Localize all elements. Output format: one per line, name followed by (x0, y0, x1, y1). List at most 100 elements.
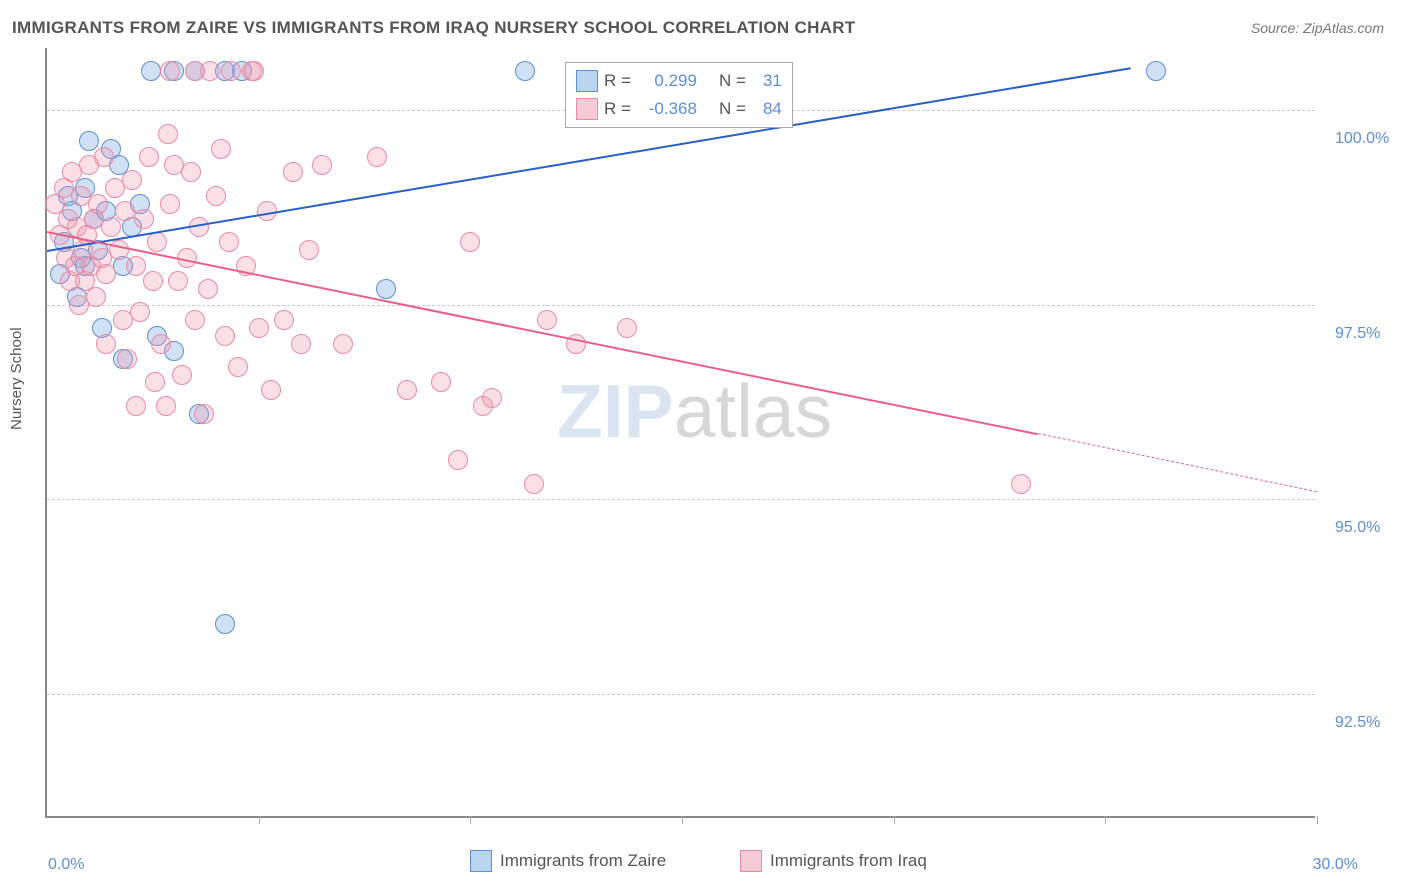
scatter-point (94, 147, 114, 167)
scatter-point (151, 334, 171, 354)
scatter-point (96, 264, 116, 284)
scatter-point (147, 232, 167, 252)
x-axis-min-label: 0.0% (48, 856, 84, 874)
scatter-point (215, 614, 235, 634)
scatter-point (537, 310, 557, 330)
scatter-point (312, 155, 332, 175)
y-tick-label: 97.5% (1335, 325, 1380, 343)
scatter-point (88, 194, 108, 214)
watermark-bold: ZIP (557, 369, 674, 453)
stat-row-zaire: R = 0.299 N = 31 (576, 67, 782, 95)
gridline (47, 694, 1315, 695)
scatter-point (283, 162, 303, 182)
watermark-thin: atlas (674, 369, 832, 453)
scatter-point (79, 131, 99, 151)
scatter-point (126, 396, 146, 416)
n-value-iraq: 84 (752, 99, 782, 119)
n-label: N = (719, 71, 746, 91)
scatter-point (117, 349, 137, 369)
gridline (47, 499, 1315, 500)
scatter-point (566, 334, 586, 354)
legend-zaire-label: Immigrants from Zaire (500, 851, 666, 871)
r-label: R = (604, 99, 631, 119)
x-tick (1105, 816, 1106, 824)
plot-area: ZIPatlas (45, 48, 1315, 818)
swatch-zaire (576, 70, 598, 92)
scatter-point (101, 217, 121, 237)
scatter-point (367, 147, 387, 167)
watermark: ZIPatlas (557, 368, 832, 454)
correlation-stats-box: R = 0.299 N = 31 R = -0.368 N = 84 (565, 62, 793, 128)
scatter-point (168, 271, 188, 291)
scatter-point (299, 240, 319, 260)
scatter-point (261, 380, 281, 400)
scatter-point (228, 357, 248, 377)
scatter-point (145, 372, 165, 392)
scatter-point (431, 372, 451, 392)
x-tick (259, 816, 260, 824)
scatter-point (139, 147, 159, 167)
scatter-point (96, 334, 116, 354)
y-tick-label: 92.5% (1335, 714, 1380, 732)
x-tick (470, 816, 471, 824)
legend-zaire: Immigrants from Zaire (470, 850, 666, 872)
scatter-point (482, 388, 502, 408)
scatter-point (291, 334, 311, 354)
scatter-point (448, 450, 468, 470)
scatter-point (211, 139, 231, 159)
scatter-point (181, 162, 201, 182)
r-value-zaire: 0.299 (637, 71, 697, 91)
scatter-point (397, 380, 417, 400)
scatter-point (515, 61, 535, 81)
n-value-zaire: 31 (752, 71, 782, 91)
scatter-point (134, 209, 154, 229)
r-label: R = (604, 71, 631, 91)
swatch-zaire-icon (470, 850, 492, 872)
gridline (47, 305, 1315, 306)
scatter-point (156, 396, 176, 416)
scatter-point (126, 256, 146, 276)
scatter-point (333, 334, 353, 354)
scatter-point (376, 279, 396, 299)
scatter-point (160, 194, 180, 214)
scatter-point (524, 474, 544, 494)
legend-iraq: Immigrants from Iraq (740, 850, 927, 872)
scatter-point (215, 326, 235, 346)
x-tick (682, 816, 683, 824)
stat-row-iraq: R = -0.368 N = 84 (576, 95, 782, 123)
chart-container: IMMIGRANTS FROM ZAIRE VS IMMIGRANTS FROM… (0, 0, 1406, 892)
r-value-iraq: -0.368 (637, 99, 697, 119)
x-axis-max-label: 30.0% (1313, 856, 1358, 874)
scatter-point (143, 271, 163, 291)
scatter-point (274, 310, 294, 330)
scatter-point (141, 61, 161, 81)
chart-title: IMMIGRANTS FROM ZAIRE VS IMMIGRANTS FROM… (12, 18, 855, 38)
scatter-point (130, 302, 150, 322)
y-axis-label: Nursery School (8, 327, 25, 430)
scatter-point (158, 124, 178, 144)
scatter-point (198, 279, 218, 299)
swatch-iraq-icon (740, 850, 762, 872)
scatter-point (86, 287, 106, 307)
y-tick-label: 100.0% (1335, 130, 1389, 148)
scatter-point (617, 318, 637, 338)
x-tick (1317, 816, 1318, 824)
legend-iraq-label: Immigrants from Iraq (770, 851, 927, 871)
y-tick-label: 95.0% (1335, 519, 1380, 537)
scatter-point (1011, 474, 1031, 494)
scatter-point (200, 61, 220, 81)
swatch-iraq (576, 98, 598, 120)
scatter-point (172, 365, 192, 385)
scatter-point (206, 186, 226, 206)
scatter-point (1146, 61, 1166, 81)
scatter-point (249, 318, 269, 338)
scatter-point (194, 404, 214, 424)
source-attribution: Source: ZipAtlas.com (1251, 20, 1384, 36)
n-label: N = (719, 99, 746, 119)
scatter-point (185, 310, 205, 330)
scatter-point (244, 61, 264, 81)
regression-line (1037, 433, 1317, 492)
scatter-point (160, 61, 180, 81)
scatter-point (219, 232, 239, 252)
scatter-point (122, 170, 142, 190)
